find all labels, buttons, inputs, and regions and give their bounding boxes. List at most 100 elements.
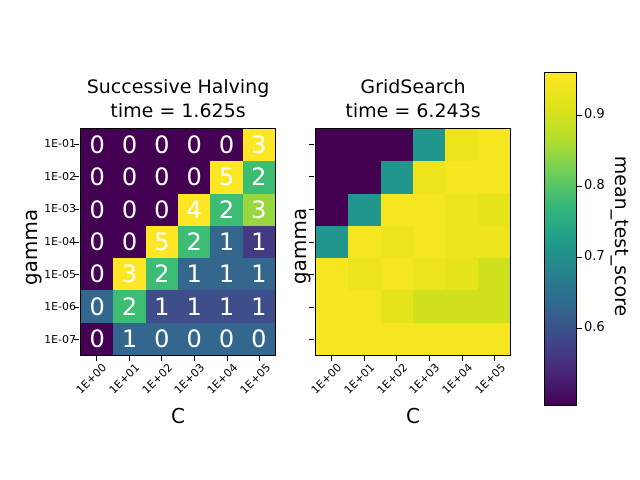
- heatmap-cell-r0c3: 0: [177, 129, 211, 162]
- heatmap-cell-r3c2: [380, 225, 413, 259]
- heatmap-cell-r2c4: [445, 193, 478, 226]
- colorbar-tick-mark: [577, 327, 582, 329]
- heatmap-cell-r4c0: [316, 258, 349, 291]
- left-y-tick-mark: [74, 339, 79, 341]
- heatmap-cell-r0c2: 0: [145, 129, 178, 162]
- x-tick-mark: [428, 356, 430, 361]
- colorbar-tick-mark: [577, 114, 582, 116]
- left-plot-subtitle: time = 1.625s: [110, 100, 246, 122]
- heatmap-cell-r3c0: 0: [81, 225, 114, 259]
- heatmap-cell-r6c1: 1: [113, 322, 146, 355]
- y-tick-label: 1E-03: [44, 202, 76, 216]
- heatmap-cell-r5c3: 1: [177, 290, 211, 323]
- heatmap-cell-r0c4: [445, 129, 478, 162]
- right-y-tick-mark: [309, 208, 314, 210]
- heatmap-cell-r1c0: 0: [81, 161, 114, 194]
- colorbar-tick-mark: [577, 185, 582, 187]
- right-y-tick-mark: [309, 339, 314, 341]
- heatmap-cell-r0c0: [316, 129, 349, 162]
- x-tick-mark: [193, 356, 195, 361]
- heatmap-cell-r3c1: [348, 225, 381, 259]
- heatmap-cell-r4c3: 1: [177, 258, 211, 291]
- heatmap-cell-r1c1: 0: [113, 161, 146, 194]
- colorbar-tick-mark: [577, 256, 582, 258]
- right-y-tick-mark: [309, 274, 314, 276]
- heatmap-cell-r5c5: 1: [242, 290, 275, 323]
- heatmap-cell-r3c3: [412, 225, 446, 259]
- heatmap-cell-r6c2: [380, 322, 413, 355]
- heatmap-cell-r4c5: [477, 258, 510, 291]
- heatmap-cell-r2c1: 0: [113, 193, 146, 226]
- left-y-tick-mark: [74, 274, 79, 276]
- heatmap-cell-r5c4: [445, 290, 478, 323]
- heatmap-cell-r2c2: 0: [145, 193, 178, 226]
- heatmap-cell-r5c1: [348, 290, 381, 323]
- heatmap-cell-r1c0: [316, 161, 349, 194]
- heatmap-cell-r5c5: [477, 290, 510, 323]
- heatmap-cell-r1c4: [445, 161, 478, 194]
- right-heatmap-grid: [316, 129, 510, 355]
- heatmap-cell-r3c1: 0: [113, 225, 146, 259]
- heatmap-cell-r2c0: [316, 193, 349, 226]
- x-tick-mark: [363, 356, 365, 361]
- heatmap-cell-r1c2: 0: [145, 161, 178, 194]
- heatmap-cell-r3c0: [316, 225, 349, 259]
- colorbar: [544, 72, 577, 406]
- heatmap-cell-r5c0: 0: [81, 290, 114, 323]
- left-y-tick-mark: [74, 176, 79, 178]
- heatmap-cell-r1c4: 5: [210, 161, 243, 194]
- heatmap-cell-r4c4: [445, 258, 478, 291]
- y-tick-label: 1E-01: [44, 137, 76, 151]
- x-tick-mark: [226, 356, 228, 361]
- heatmap-cell-r1c2: [380, 161, 413, 194]
- right-y-tick-mark: [309, 176, 314, 178]
- heatmap-cell-r1c1: [348, 161, 381, 194]
- heatmap-cell-r4c4: 1: [210, 258, 243, 291]
- heatmap-cell-r3c3: 2: [177, 225, 211, 259]
- heatmap-cell-r4c2: [380, 258, 413, 291]
- heatmap-cell-r1c3: 0: [177, 161, 211, 194]
- left-y-tick-mark: [74, 208, 79, 210]
- heatmap-cell-r6c5: 0: [242, 322, 275, 355]
- heatmap-cell-r3c2: 5: [145, 225, 178, 259]
- colorbar-tick-label: 0.7: [584, 249, 605, 264]
- left-xlabel: C: [171, 404, 185, 428]
- y-tick-label: 1E-05: [44, 267, 76, 281]
- heatmap-cell-r0c5: 3: [242, 129, 275, 162]
- heatmap-cell-r4c5: 1: [242, 258, 275, 291]
- heatmap-cell-r4c1: [348, 258, 381, 291]
- heatmap-cell-r4c3: [412, 258, 446, 291]
- x-tick-mark: [161, 356, 163, 361]
- left-y-tick-mark: [74, 306, 79, 308]
- heatmap-cell-r2c3: [412, 193, 446, 226]
- right-y-tick-mark: [309, 143, 314, 145]
- colorbar-label: mean_test_score: [610, 155, 632, 317]
- y-tick-label: 1E-04: [44, 235, 76, 248]
- heatmap-cell-r0c2: [380, 129, 413, 162]
- heatmap-cell-r6c3: [412, 322, 446, 355]
- heatmap-cell-r2c4: 2: [210, 193, 243, 226]
- colorbar-tick-label: 0.6: [584, 320, 605, 335]
- heatmap-cell-r3c5: 1: [242, 225, 275, 259]
- heatmap-cell-r2c0: 0: [81, 193, 114, 226]
- heatmap-cell-r2c3: 4: [177, 193, 211, 226]
- right-y-tick-mark: [309, 306, 314, 308]
- right-plot-subtitle: time = 6.243s: [345, 100, 481, 122]
- left-y-tick-mark: [74, 241, 79, 243]
- right-plot-title: GridSearch: [360, 76, 466, 98]
- x-tick-mark: [95, 356, 97, 361]
- heatmap-cell-r6c1: [348, 322, 381, 355]
- heatmap-cell-r6c3: 0: [177, 322, 211, 355]
- heatmap-cell-r6c5: [477, 322, 510, 355]
- right-plot-title-block: GridSearch time = 6.243s: [283, 75, 543, 123]
- colorbar-tick-label: 0.9: [584, 107, 605, 122]
- y-tick-label: 1E-02: [44, 169, 76, 183]
- right-ylabel: gamma: [287, 207, 311, 285]
- left-ylabel: gamma: [18, 208, 42, 286]
- heatmap-cell-r0c1: 0: [113, 129, 146, 162]
- heatmap-cell-r3c4: 1: [210, 225, 243, 259]
- y-tick-label: 1E-06: [44, 300, 76, 314]
